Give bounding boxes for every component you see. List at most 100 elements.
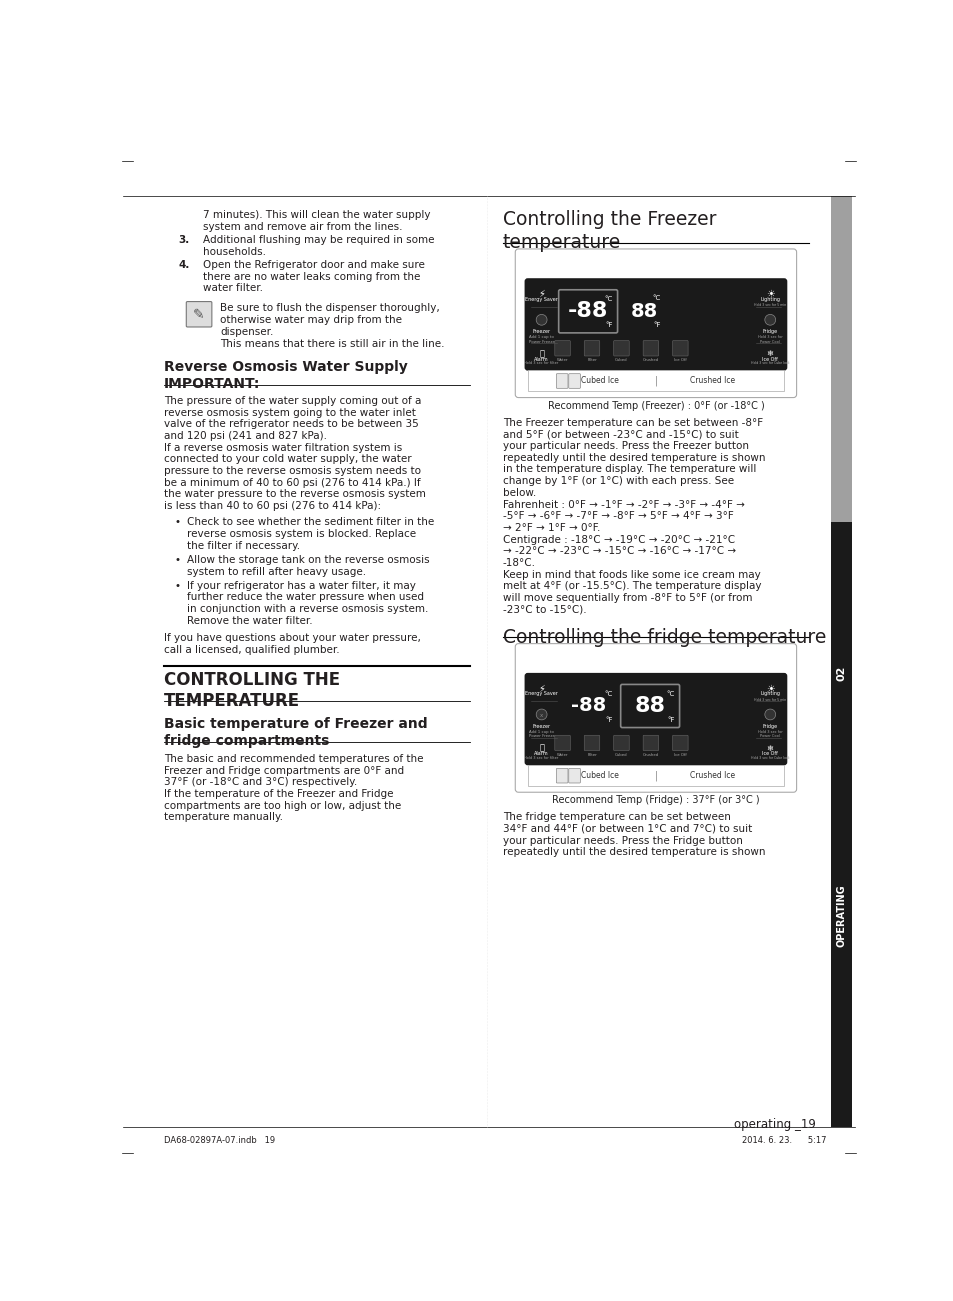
Text: Additional flushing may be required in some: Additional flushing may be required in s… (203, 235, 434, 245)
Text: Cubed Ice: Cubed Ice (580, 770, 618, 779)
Text: households.: households. (203, 247, 266, 256)
FancyBboxPatch shape (558, 290, 617, 333)
Text: •: • (174, 518, 180, 527)
Text: Cubed: Cubed (615, 358, 627, 362)
Text: change by 1°F (or 1°C) with each press. See: change by 1°F (or 1°C) with each press. … (502, 476, 733, 487)
Text: 88: 88 (634, 696, 665, 716)
Text: Power Cool: Power Cool (760, 340, 780, 343)
FancyBboxPatch shape (583, 341, 599, 356)
Text: Centigrade : -18°C → -19°C → -20°C → -21°C: Centigrade : -18°C → -19°C → -20°C → -21… (502, 535, 734, 545)
Text: -88: -88 (567, 302, 608, 321)
Text: Cubed Ice: Cubed Ice (580, 376, 618, 385)
Circle shape (764, 709, 775, 719)
Text: call a licensed, qualified plumber.: call a licensed, qualified plumber. (164, 644, 339, 654)
Text: -5°F → -6°F → -7°F → -8°F → 5°F → 4°F → 3°F: -5°F → -6°F → -7°F → -8°F → 5°F → 4°F → … (502, 511, 733, 522)
Text: melt at 4°F (or -15.5°C). The temperature display: melt at 4°F (or -15.5°C). The temperatur… (502, 582, 760, 592)
Text: Alarm: Alarm (534, 356, 548, 362)
Text: 7 minutes). This will clean the water supply: 7 minutes). This will clean the water su… (203, 209, 430, 220)
Text: repeatedly until the desired temperature is shown: repeatedly until the desired temperature… (502, 847, 764, 857)
Text: Water: Water (557, 358, 568, 362)
Text: °F: °F (605, 323, 612, 328)
Text: ☀: ☀ (765, 289, 774, 299)
FancyBboxPatch shape (613, 735, 629, 751)
Text: ❄: ❄ (766, 744, 773, 753)
Text: °C: °C (666, 691, 674, 696)
Text: the water pressure to the reverse osmosis system: the water pressure to the reverse osmosi… (164, 489, 426, 500)
Text: Open the Refrigerator door and make sure: Open the Refrigerator door and make sure (203, 260, 424, 269)
Text: Basic temperature of Freezer and: Basic temperature of Freezer and (164, 717, 427, 731)
Text: •: • (174, 580, 180, 591)
Text: ✎: ✎ (193, 308, 205, 323)
Text: 88: 88 (630, 302, 657, 321)
Text: Hold 3 sec for: Hold 3 sec for (757, 336, 781, 340)
Text: Water: Water (557, 753, 568, 757)
Text: °C: °C (604, 295, 612, 302)
FancyBboxPatch shape (613, 341, 629, 356)
FancyBboxPatch shape (620, 684, 679, 727)
Bar (830, 522, 852, 1127)
Text: Power Freeze: Power Freeze (528, 340, 554, 343)
FancyBboxPatch shape (186, 302, 212, 327)
Text: The fridge temperature can be set between: The fridge temperature can be set betwee… (502, 812, 730, 822)
Text: dispenser.: dispenser. (220, 327, 274, 337)
Text: compartments are too high or low, adjust the: compartments are too high or low, adjust… (164, 801, 401, 811)
Text: be a minimum of 40 to 60 psi (276 to 414 kPa.) If: be a minimum of 40 to 60 psi (276 to 414… (164, 477, 420, 488)
Text: 37°F (or -18°C and 3°C) respectively.: 37°F (or -18°C and 3°C) respectively. (164, 778, 357, 787)
FancyBboxPatch shape (642, 341, 658, 356)
Text: If a reverse osmosis water filtration system is: If a reverse osmosis water filtration sy… (164, 442, 402, 453)
Text: repeatedly until the desired temperature is shown: repeatedly until the desired temperature… (502, 453, 764, 463)
Text: 2014. 6. 23.      5:17: 2014. 6. 23. 5:17 (740, 1136, 825, 1145)
Text: valve of the refrigerator needs to be between 35: valve of the refrigerator needs to be be… (164, 419, 418, 429)
Text: further reduce the water pressure when used: further reduce the water pressure when u… (187, 592, 424, 602)
Text: Recommend Temp (Fridge) : 37°F (or 3°C ): Recommend Temp (Fridge) : 37°F (or 3°C ) (552, 795, 759, 805)
Text: Cubed: Cubed (615, 753, 627, 757)
Text: If the temperature of the Freezer and Fridge: If the temperature of the Freezer and Fr… (164, 790, 394, 799)
Text: system to refill after heavy usage.: system to refill after heavy usage. (187, 567, 366, 576)
Text: your particular needs. Press the Freezer button: your particular needs. Press the Freezer… (502, 441, 748, 451)
Text: Reverse Osmosis Water Supply: Reverse Osmosis Water Supply (164, 359, 408, 373)
Text: water filter.: water filter. (203, 284, 263, 293)
Text: Power Cool: Power Cool (760, 735, 780, 739)
Circle shape (536, 709, 546, 719)
Text: Add 1 cup to: Add 1 cup to (529, 336, 554, 340)
Text: °F: °F (667, 717, 674, 723)
Text: Hold 3 sec for filter: Hold 3 sec for filter (524, 362, 558, 366)
FancyBboxPatch shape (555, 341, 570, 356)
Text: temperature: temperature (502, 233, 620, 252)
Text: Energy Saver: Energy Saver (525, 691, 558, 696)
Text: reverse osmosis system going to the water inlet: reverse osmosis system going to the wate… (164, 407, 416, 418)
Text: Power Freeze: Power Freeze (528, 735, 554, 739)
Text: 02: 02 (836, 666, 845, 680)
Text: Allow the storage tank on the reverse osmosis: Allow the storage tank on the reverse os… (187, 556, 430, 565)
Text: Freezer and Fridge compartments are 0°F and: Freezer and Fridge compartments are 0°F … (164, 766, 404, 775)
FancyBboxPatch shape (642, 735, 658, 751)
Text: 34°F and 44°F (or between 1°C and 7°C) to suit: 34°F and 44°F (or between 1°C and 7°C) t… (502, 824, 751, 834)
Text: 3.: 3. (178, 235, 190, 245)
FancyBboxPatch shape (568, 769, 579, 783)
Text: Fridge: Fridge (761, 723, 777, 729)
Text: -18°C.: -18°C. (502, 558, 536, 569)
Text: Check to see whether the sediment filter in the: Check to see whether the sediment filter… (187, 518, 435, 527)
Text: otherwise water may drip from the: otherwise water may drip from the (220, 315, 401, 325)
Text: in conjunction with a reverse osmosis system.: in conjunction with a reverse osmosis sy… (187, 604, 429, 614)
FancyBboxPatch shape (556, 373, 567, 388)
Text: Crushed Ice: Crushed Ice (689, 376, 734, 385)
Text: ⚡: ⚡ (537, 289, 544, 299)
FancyBboxPatch shape (524, 278, 786, 371)
Text: fridge compartments: fridge compartments (164, 734, 329, 748)
Text: temperature manually.: temperature manually. (164, 813, 283, 822)
Text: 🔔: 🔔 (538, 349, 543, 358)
Text: 🔔: 🔔 (538, 744, 543, 753)
Text: The Freezer temperature can be set between -8°F: The Freezer temperature can be set betwe… (502, 418, 762, 428)
Text: Freezer: Freezer (532, 329, 550, 334)
Text: °C: °C (604, 691, 612, 696)
Text: system and remove air from the lines.: system and remove air from the lines. (203, 221, 402, 232)
Text: The pressure of the water supply coming out of a: The pressure of the water supply coming … (164, 396, 421, 406)
Text: operating _19: operating _19 (733, 1118, 815, 1131)
Text: Crushed: Crushed (642, 753, 659, 757)
Text: TEMPERATURE: TEMPERATURE (164, 692, 300, 710)
Text: IMPORTANT:: IMPORTANT: (164, 377, 260, 392)
FancyBboxPatch shape (515, 644, 796, 792)
Text: connected to your cold water supply, the water: connected to your cold water supply, the… (164, 454, 412, 464)
Text: 4.: 4. (178, 260, 190, 269)
